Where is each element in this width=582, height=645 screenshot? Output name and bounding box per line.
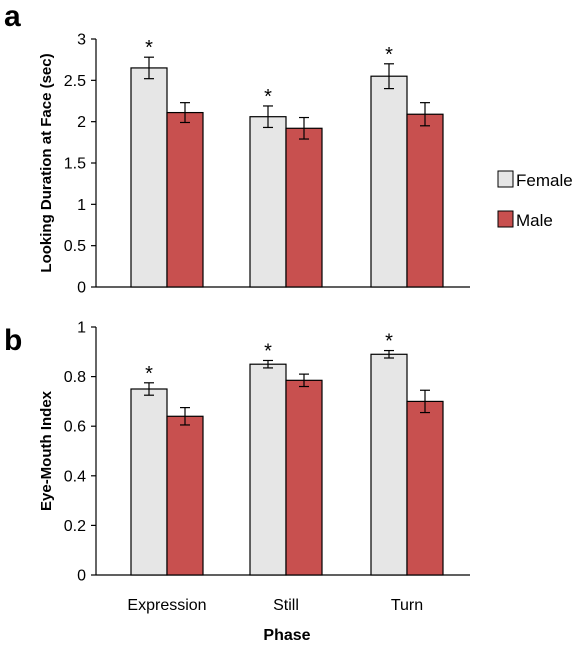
panel-a-significance-star: * [385, 44, 393, 66]
panel-b-bar-female-expression [130, 388, 168, 576]
panel-b-bar-male-expression [166, 415, 204, 576]
panel-b-y-tick-label: 0.6 [64, 419, 86, 436]
panel-a: a Looking Duration at Face (sec) 0 0.5 1 1.… [4, 0, 470, 297]
panel-a-significance-star: * [145, 37, 153, 59]
legend-male-swatch [497, 210, 514, 228]
panel-b-significance-star: * [264, 340, 272, 362]
panel-b-bar-female-still [249, 363, 287, 576]
panel-b-y-tick-label: 0.4 [64, 468, 86, 485]
panel-b-category-label: Expression [127, 597, 206, 614]
panel-b-y-tick-label: 0.2 [64, 518, 86, 535]
panel-a-y-tick-label: 1.5 [64, 156, 86, 173]
panel-b-category-label: Still [273, 597, 299, 614]
legend-female-swatch [497, 170, 514, 188]
panel-a-y-tick-label: 0.5 [64, 238, 86, 255]
panel-a-y-tick-label: 2 [77, 114, 86, 131]
legend-male-label: Male [516, 211, 553, 230]
panel-b-x-axis-label: Phase [263, 627, 310, 644]
panel-b-category-label: Turn [391, 597, 423, 614]
panel-b-bar-male-still [285, 379, 323, 576]
panel-a-bar-male-turn [406, 113, 444, 288]
panel-a-bar-male-expression [166, 111, 204, 288]
panel-b-bar-female-turn [370, 353, 408, 576]
panel-a-plot: 0 0.5 1 1.5 2 2.5 3 * * * [64, 32, 470, 297]
panel-a-bar-female-still [249, 116, 287, 288]
panel-b-bar-male-turn [406, 400, 444, 576]
panel-a-bar-female-expression [130, 67, 168, 288]
panel-b-significance-star: * [385, 331, 393, 353]
panel-b-letter: b [4, 324, 22, 357]
legend-female-label: Female [516, 171, 573, 190]
panel-b-plot: 0 0.2 0.4 0.6 0.8 1 * * * Expression Still Turn [64, 320, 470, 614]
panel-b-significance-star: * [145, 363, 153, 385]
panel-b-y-tick-label: 1 [77, 320, 86, 337]
panel-b: b Eye-Mouth Index 0 0.2 0.4 0.6 0.8 1 * * * Expre… [4, 320, 470, 644]
panel-a-bar-female-turn [370, 75, 408, 288]
panel-b-y-axis-label: Eye-Mouth Index [38, 390, 55, 511]
panel-a-y-tick-label: 0 [77, 280, 86, 297]
panel-b-y-tick-label: 0 [77, 568, 86, 585]
panel-a-y-tick-label: 1 [77, 197, 86, 214]
panel-b-y-tick-label: 0.8 [64, 369, 86, 386]
panel-a-y-tick-label: 3 [77, 32, 86, 49]
panel-a-significance-star: * [264, 86, 272, 108]
panel-a-y-axis-label: Looking Duration at Face (sec) [38, 53, 55, 272]
legend: Female Male [497, 170, 573, 230]
panel-a-bar-male-still [285, 127, 323, 288]
panel-a-y-tick-label: 2.5 [64, 73, 86, 90]
panel-a-letter: a [4, 0, 21, 33]
